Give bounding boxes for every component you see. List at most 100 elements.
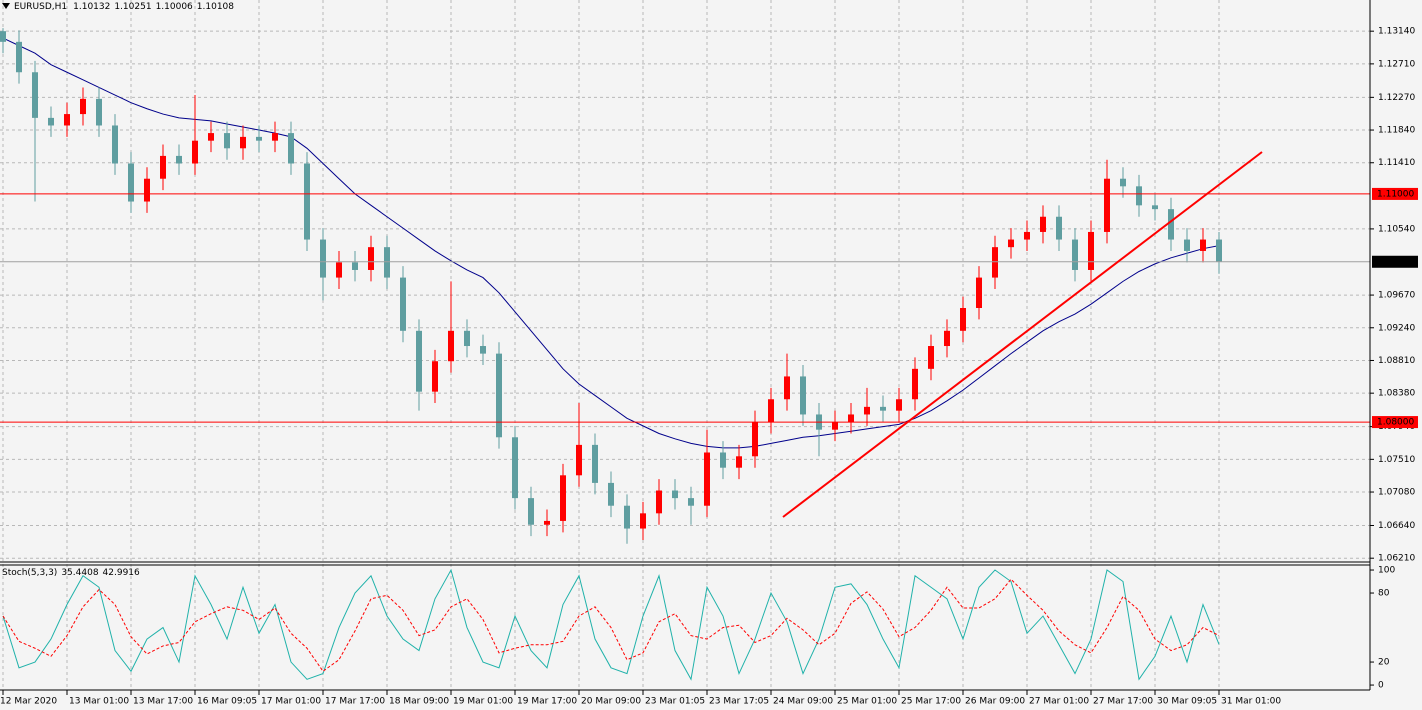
- x-tick-label: 27 Mar 01:00: [1029, 697, 1089, 707]
- candle-body: [96, 98, 102, 126]
- y-tick-label: 20: [1378, 658, 1390, 668]
- x-tick-label: 23 Mar 17:05: [709, 697, 769, 707]
- candle-body: [416, 330, 422, 392]
- candle-body: [464, 330, 470, 347]
- indicator-header: Stoch(5,3,3) 35.4408 42.9916: [2, 568, 140, 578]
- indicator-title: Stoch(5,3,3): [2, 568, 57, 578]
- candle-body: [400, 277, 406, 331]
- x-tick-label: 18 Mar 09:00: [389, 697, 449, 707]
- candle-body: [944, 330, 950, 347]
- y-tick-label: 1.11840: [1378, 126, 1415, 136]
- candle-body: [160, 155, 166, 179]
- candle-body: [608, 482, 614, 506]
- x-tick-label: 16 Mar 09:05: [197, 697, 257, 707]
- x-tick-label: 17 Mar 17:00: [325, 697, 385, 707]
- level-label-box: [1372, 416, 1418, 429]
- candle-body: [672, 490, 678, 499]
- y-tick-label: 1.06640: [1378, 521, 1415, 531]
- chart-header: EURUSD,H1 1.10132 1.10251 1.10006 1.10108: [14, 2, 234, 12]
- candle-body: [880, 406, 886, 411]
- symbol-menu-icon: [2, 3, 10, 9]
- candle-body: [272, 133, 278, 141]
- candle-body: [976, 277, 982, 308]
- x-tick-label: 13 Mar 17:00: [133, 697, 193, 707]
- y-tick-label: 1.09240: [1378, 323, 1415, 333]
- level-label: 1.11000: [1377, 189, 1414, 199]
- bar-high: 1.10251: [114, 2, 151, 12]
- x-tick-label: 17 Mar 01:00: [261, 697, 321, 707]
- stochastic-line: [2, 568, 1220, 681]
- level-label-box: [1372, 187, 1418, 200]
- x-tick-label: 12 Mar 2020: [0, 697, 57, 707]
- candle-body: [912, 368, 918, 400]
- candle-body: [288, 133, 294, 164]
- candle-body: [112, 125, 118, 164]
- candle-body: [48, 117, 54, 126]
- candle-body: [896, 399, 902, 411]
- x-tick-label: 24 Mar 09:00: [773, 697, 833, 707]
- price-label: 1.10108: [1377, 257, 1414, 267]
- y-tick-label: 1.12270: [1378, 93, 1415, 103]
- candle-body: [800, 376, 806, 415]
- candle-body: [592, 444, 598, 483]
- candle-body: [688, 498, 694, 506]
- y-tick-label: 1.09670: [1378, 291, 1415, 301]
- candle-body: [864, 406, 870, 415]
- candle-body: [352, 262, 358, 270]
- candle-body: [704, 452, 710, 506]
- candle-body: [1072, 239, 1078, 270]
- price-label-box: [1372, 255, 1418, 268]
- candle-body: [928, 346, 934, 369]
- y-tick-label: 0: [1378, 681, 1384, 691]
- x-tick-label: 30 Mar 09:05: [1157, 697, 1217, 707]
- x-tick-label: 20 Mar 09:00: [581, 697, 641, 707]
- x-tick-label: 23 Mar 01:05: [645, 697, 705, 707]
- candle-body: [960, 307, 966, 331]
- data-layer: [0, 28, 1370, 681]
- candle-body: [1152, 205, 1158, 210]
- y-tick-label: 100: [1378, 566, 1395, 576]
- candle-body: [208, 133, 214, 141]
- x-tick-label: 19 Mar 01:00: [453, 697, 513, 707]
- y-tick-label: 1.13140: [1378, 27, 1415, 37]
- candle-body: [80, 98, 86, 115]
- x-tick-label: 31 Mar 01:00: [1221, 697, 1281, 707]
- x-tick-label: 25 Mar 17:00: [901, 697, 961, 707]
- candle-body: [336, 262, 342, 278]
- candle-body: [144, 178, 150, 202]
- candle-body: [752, 422, 758, 457]
- stochastic-line: [2, 578, 1220, 672]
- candle-body: [496, 353, 502, 438]
- candle-body: [224, 133, 230, 149]
- candle-body: [384, 247, 390, 278]
- candle-body: [560, 475, 566, 521]
- candle-body: [32, 72, 38, 118]
- candle-body: [256, 136, 262, 141]
- candle-body: [512, 437, 518, 499]
- candle-body: [544, 520, 550, 525]
- bar-close: 1.10108: [197, 2, 234, 12]
- candle-body: [736, 456, 742, 468]
- candle-body: [1184, 239, 1190, 251]
- level-label: 1.08000: [1377, 418, 1414, 428]
- candle-body: [16, 41, 22, 73]
- y-tick-label: 1.12710: [1378, 59, 1415, 69]
- candle-body: [1216, 239, 1222, 262]
- x-tick-label: 27 Mar 17:00: [1093, 697, 1153, 707]
- candle-body: [640, 513, 646, 529]
- candle-body: [448, 330, 454, 362]
- candle-body: [1040, 216, 1046, 232]
- candle-body: [240, 136, 246, 149]
- candle-body: [1168, 209, 1174, 240]
- x-tick-label: 19 Mar 17:00: [517, 697, 577, 707]
- candle-body: [0, 31, 6, 42]
- bar-open: 1.10132: [73, 2, 110, 12]
- x-tick-label: 13 Mar 01:00: [69, 697, 129, 707]
- candle-body: [1024, 231, 1030, 240]
- candle-body: [528, 498, 534, 525]
- candle-body: [128, 163, 134, 202]
- y-tick-label: 1.08380: [1378, 389, 1415, 399]
